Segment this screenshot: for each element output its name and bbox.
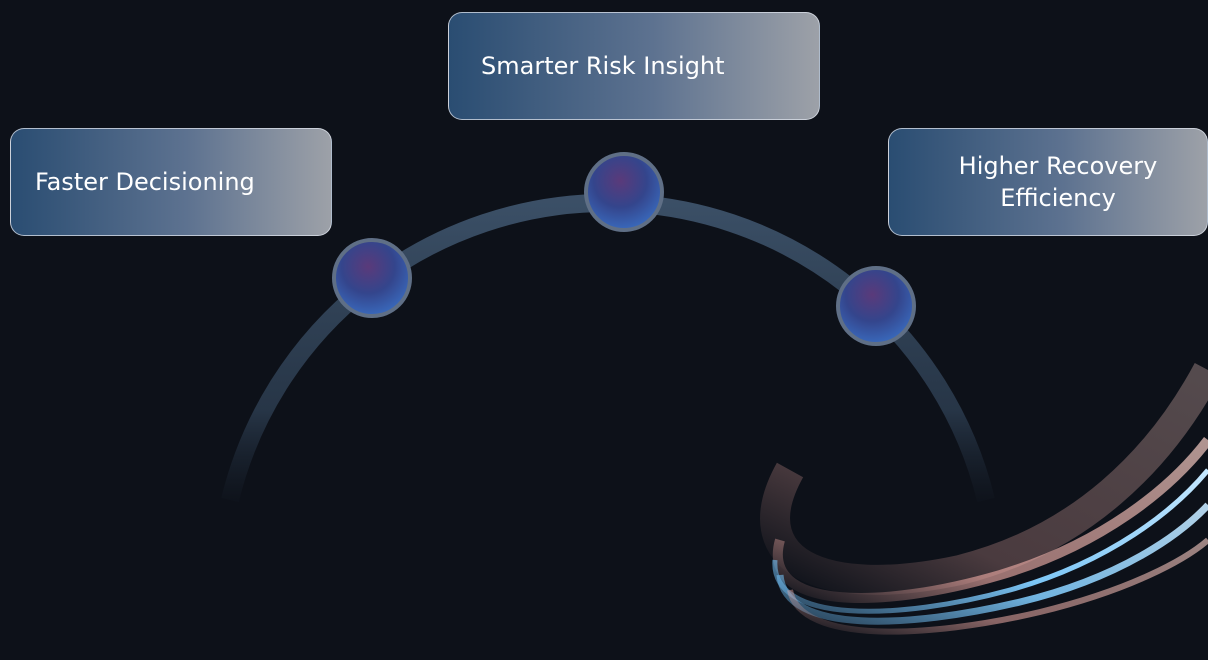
card: Higher Recovery Efficiency [888,128,1208,236]
card: Smarter Risk Insight [448,12,820,120]
card-label: Faster Decisioning [35,168,255,196]
node [838,268,914,344]
node [334,240,410,316]
card-label: Higher Recovery Efficiency [929,150,1187,214]
page: {"cards": [{"label": "Faster Decisioning… [0,0,1208,660]
node [586,154,662,230]
card: Faster Decisioning [10,128,332,236]
arc [230,203,986,500]
swoosh [775,370,1208,632]
card-label: Smarter Risk Insight [481,52,725,80]
